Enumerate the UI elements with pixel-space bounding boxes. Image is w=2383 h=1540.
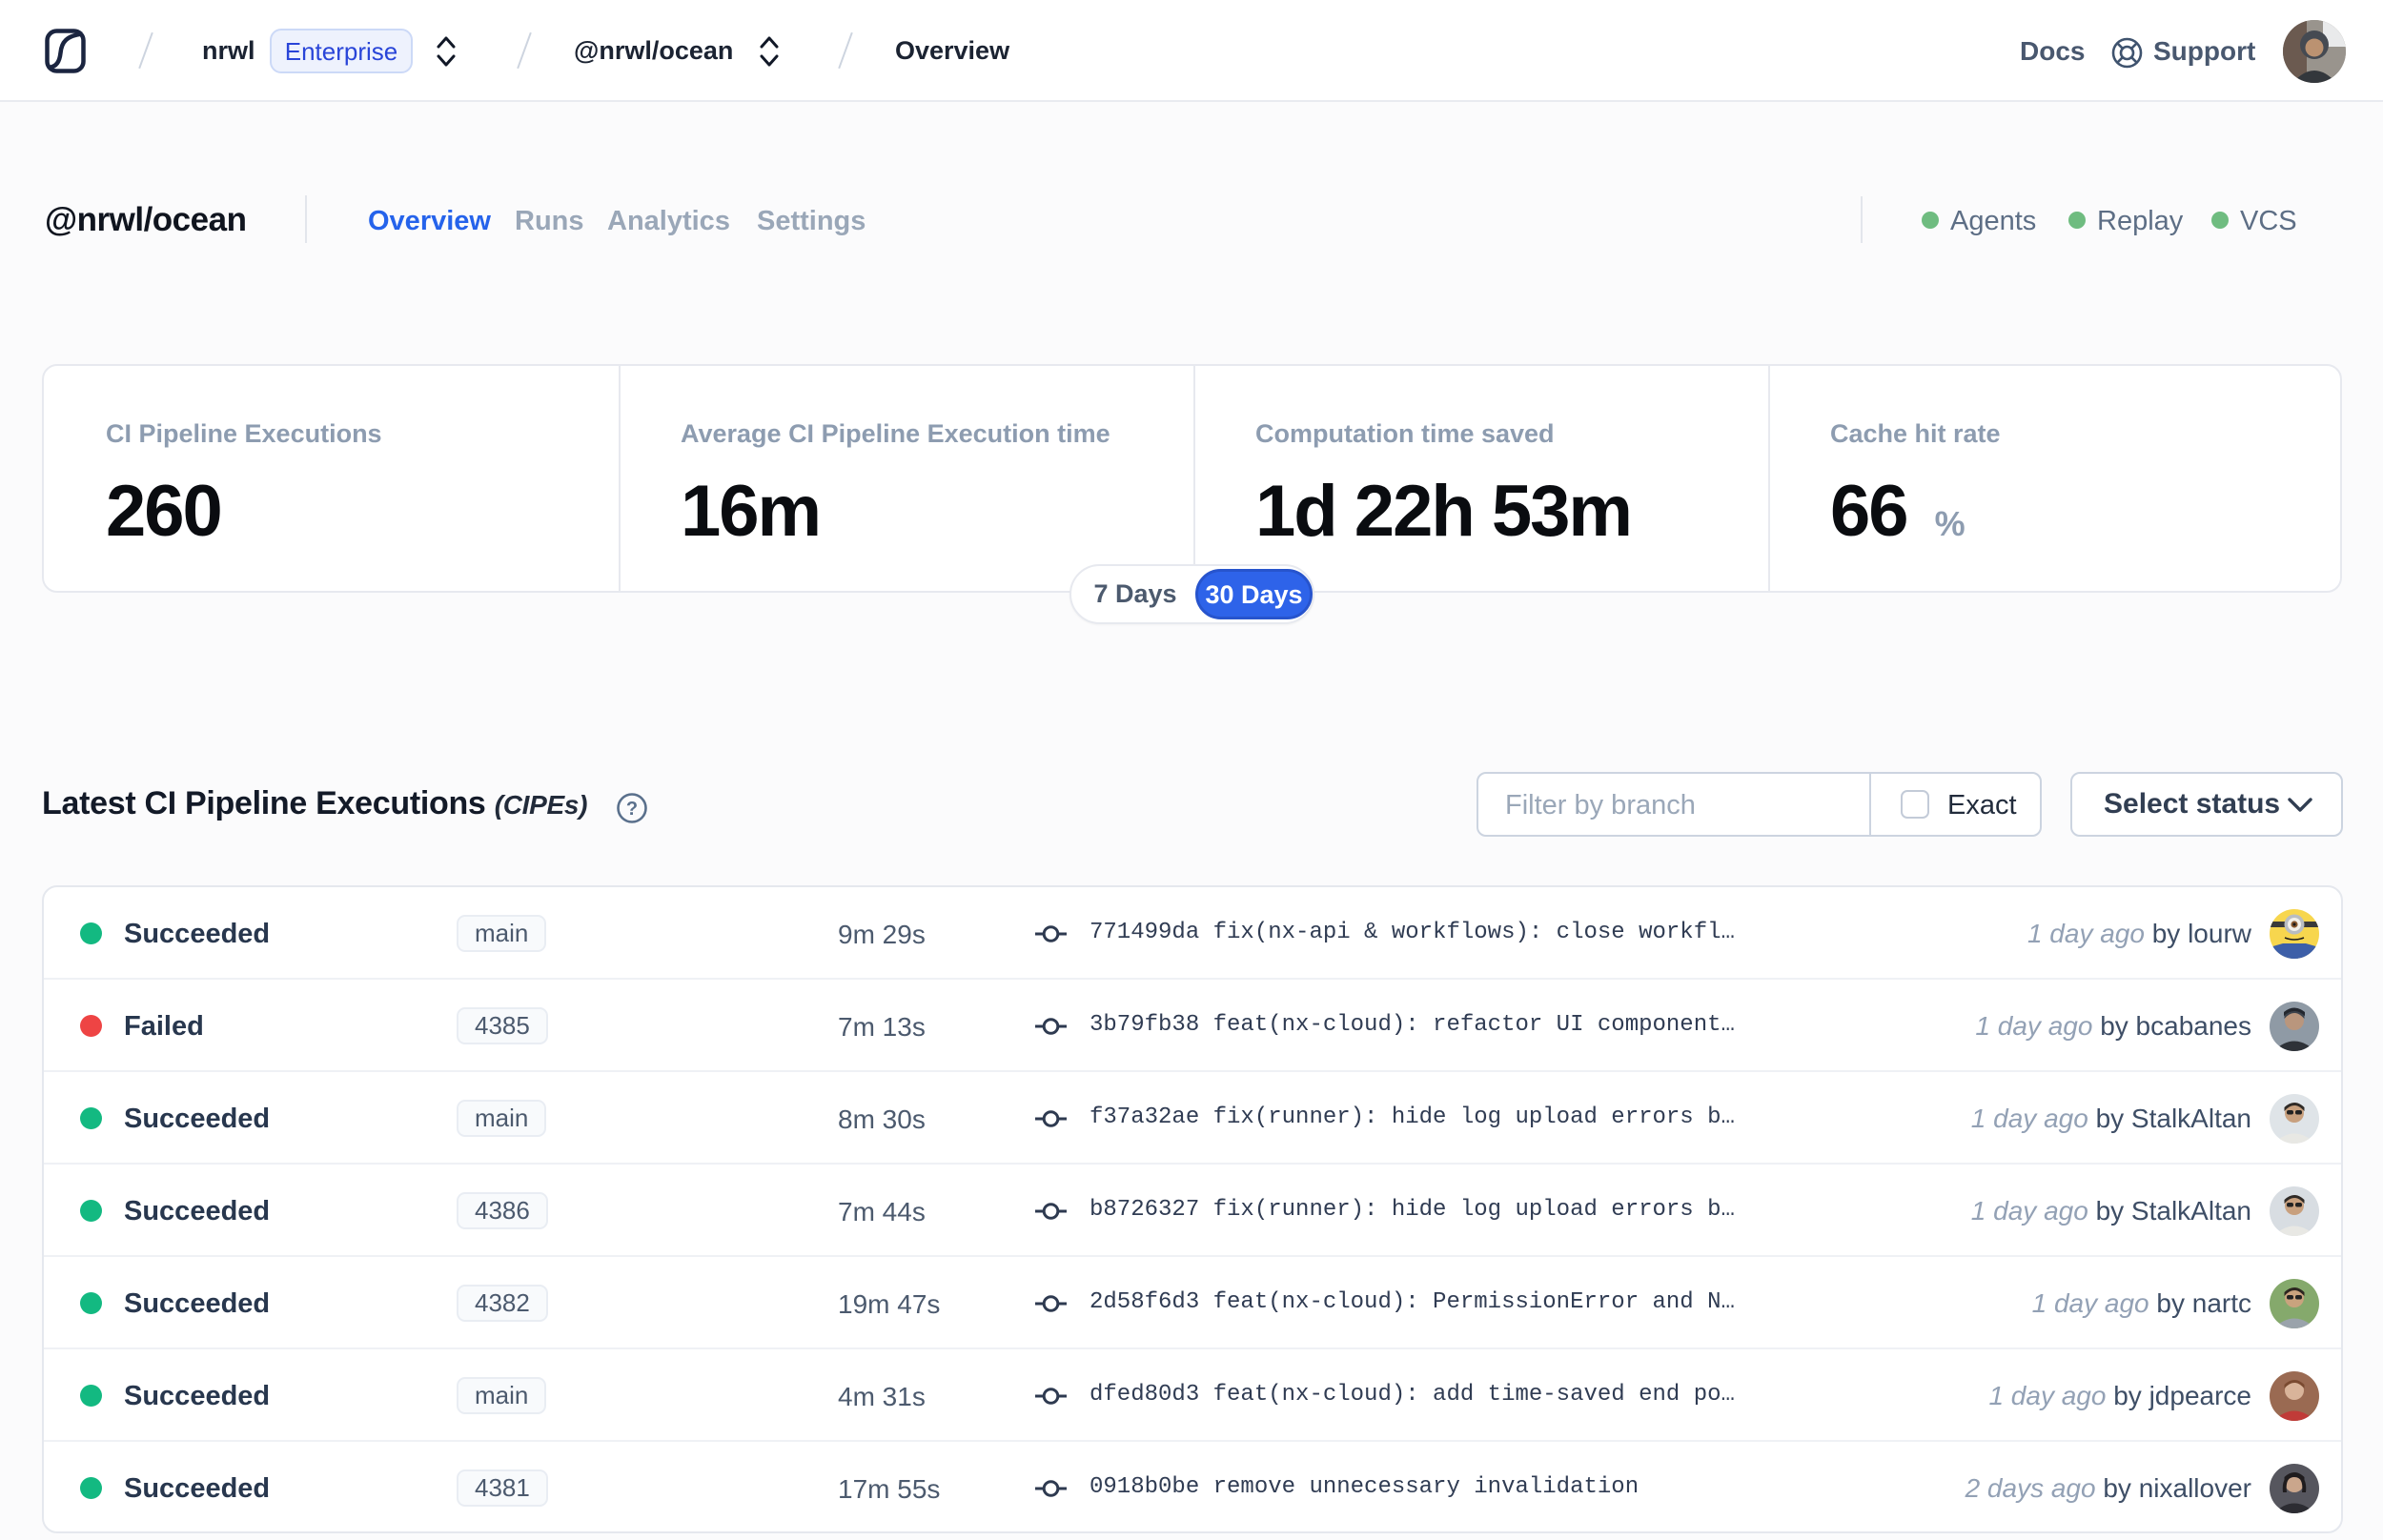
svg-text:?: ?: [626, 799, 638, 820]
